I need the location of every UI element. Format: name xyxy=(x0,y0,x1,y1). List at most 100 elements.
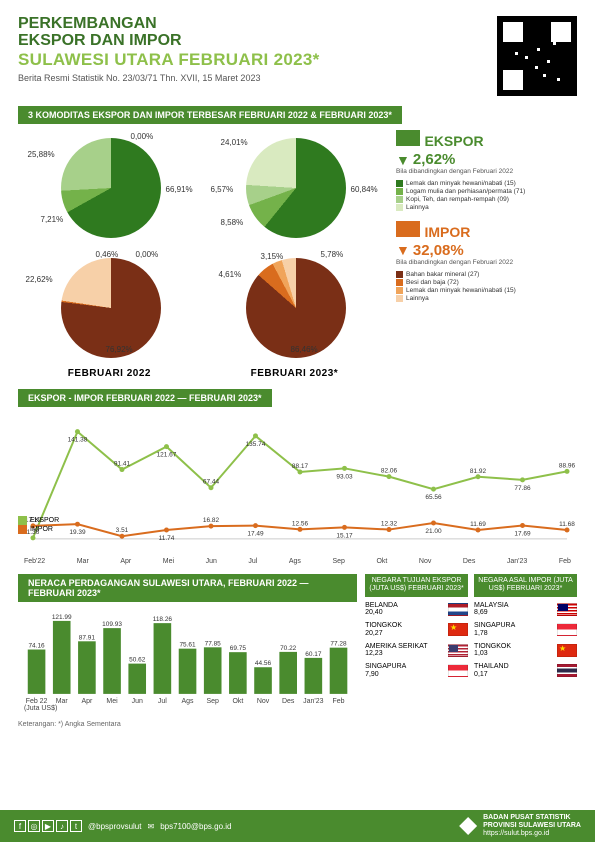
country-item: SINGAPURA7,90 xyxy=(365,663,468,678)
legend-item: Kopi, Teh, dan rempah-rempah (09) xyxy=(396,196,568,203)
svg-text:Apr: Apr xyxy=(81,698,93,705)
legend-text: Logam mulia dan perhiasan/permata (71) xyxy=(406,188,525,195)
x-axis-label: Mar xyxy=(77,558,89,565)
footer: f ◎ ▶ ♪ t @bpsprovsulut ✉ bps7100@bps.go… xyxy=(0,810,595,842)
ekspor-legend: Lemak dan minyak hewani/nabati (15)Logam… xyxy=(396,180,568,211)
country-name: SINGAPURA1,78 xyxy=(474,622,553,637)
footer-org1: BADAN PUSAT STATISTIK xyxy=(483,814,581,822)
x-axis-label: Feb xyxy=(559,558,571,565)
bar-chart: 74.16Feb 22121.99Mar87.91Apr109.93Mei50.… xyxy=(18,602,357,712)
pie-section: 0,00% 25,88% 7,21% 66,91% 24,01% 6,57% 8… xyxy=(18,130,577,379)
legend-item: Lemak dan minyak hewani/nabati (15) xyxy=(396,180,568,187)
svg-text:65.56: 65.56 xyxy=(425,494,442,501)
x-axis-label: Apr xyxy=(120,558,131,565)
legend-swatch xyxy=(396,279,403,286)
legend-text: Lemak dan minyak hewani/nabati (15) xyxy=(406,180,516,187)
svg-text:77.28: 77.28 xyxy=(330,641,347,648)
svg-text:77.86: 77.86 xyxy=(514,485,531,492)
flag-icon xyxy=(557,644,577,657)
section-neraca-title: NERACA PERDAGANGAN SULAWESI UTARA, FEBRU… xyxy=(18,574,357,602)
svg-text:69.75: 69.75 xyxy=(230,645,247,652)
country-name: THAILAND0,17 xyxy=(474,663,553,678)
legend-impor: IMPOR xyxy=(30,526,53,533)
svg-text:16.82: 16.82 xyxy=(203,517,220,524)
svg-text:77.85: 77.85 xyxy=(205,640,222,647)
svg-text:11.74: 11.74 xyxy=(159,535,175,542)
impor-sub: Bila dibandingkan dengan Februari 2022 xyxy=(396,259,568,267)
youtube-icon: ▶ xyxy=(42,820,54,832)
country-value: 8,69 xyxy=(474,609,553,617)
note: Keterangan: *) Angka Sementara xyxy=(18,721,357,728)
x-axis-label: Nov xyxy=(419,558,431,565)
x-axis-label: Jun xyxy=(206,558,217,565)
line-chart: 1.36141.3891.41121.6767.44135.7488.1793.… xyxy=(18,413,577,568)
svg-text:44.56: 44.56 xyxy=(255,660,272,667)
svg-text:91.41: 91.41 xyxy=(114,461,131,468)
svg-text:11.68: 11.68 xyxy=(559,521,575,528)
legend-item: Bahan bakar mineral (27) xyxy=(396,271,568,278)
country-item: SINGAPURA1,78 xyxy=(474,622,577,637)
country-item: MALAYSIA8,69 xyxy=(474,602,577,617)
svg-text:121.67: 121.67 xyxy=(157,452,177,459)
qr-code-icon xyxy=(497,16,577,96)
flag-icon xyxy=(448,603,468,616)
pie-lbl: 0,00% xyxy=(136,250,159,259)
impor-stat: IMPOR ▼32,08% Bila dibandingkan dengan F… xyxy=(396,221,568,302)
ekspor-stat: EKSPOR ▼2,62% Bila dibandingkan dengan F… xyxy=(396,130,568,211)
legend-swatch xyxy=(396,271,403,278)
country-value: 20,27 xyxy=(365,630,444,638)
footer-org2: PROVINSI SULAWESI UTARA xyxy=(483,822,581,830)
section-komoditas-title: 3 KOMODITAS EKSPOR DAN IMPOR TERBESAR FE… xyxy=(18,106,402,124)
svg-text:Des: Des xyxy=(282,698,295,705)
pie-impor-2022: 0,46% 0,00% 22,62% 76,92% xyxy=(26,250,196,370)
svg-text:75.61: 75.61 xyxy=(179,642,196,649)
legend-text: Lainnya xyxy=(406,204,429,211)
x-axis-label: Des xyxy=(463,558,475,565)
x-axis-label: Mei xyxy=(163,558,174,565)
svg-text:21.00: 21.00 xyxy=(425,528,442,535)
ekspor-val: 2,62% xyxy=(413,151,456,168)
legend-swatch xyxy=(396,295,403,302)
country-item: AMERIKA SERIKAT12,23 xyxy=(365,643,468,658)
container-icon xyxy=(396,130,420,146)
pie-lbl: 3,15% xyxy=(261,252,284,261)
svg-text:11.69: 11.69 xyxy=(470,521,486,528)
svg-text:82.06: 82.06 xyxy=(381,468,398,475)
svg-text:121.99: 121.99 xyxy=(52,614,72,621)
country-value: 0,17 xyxy=(474,671,553,679)
country-name: BELANDA20,40 xyxy=(365,602,444,617)
x-axis-label: Feb'22 xyxy=(24,558,45,565)
pie-lbl: 25,88% xyxy=(28,150,55,159)
legend-item: Lainnya xyxy=(396,204,568,211)
flag-icon xyxy=(448,623,468,636)
svg-text:Mar: Mar xyxy=(56,698,69,705)
svg-text:88.17: 88.17 xyxy=(292,463,309,470)
country-item: BELANDA20,40 xyxy=(365,602,468,617)
footer-url: https://sulut.bps.go.id xyxy=(483,830,581,838)
footer-handle: @bpsprovsulut xyxy=(88,822,141,831)
legend-swatch xyxy=(396,196,403,203)
impor-val: 32,08% xyxy=(413,242,464,259)
svg-text:Jan'23: Jan'23 xyxy=(303,698,323,705)
tiktok-icon: ♪ xyxy=(56,820,68,832)
country-value: 1,78 xyxy=(474,630,553,638)
svg-text:87.91: 87.91 xyxy=(79,634,96,641)
country-item: TIONGKOK1,03 xyxy=(474,643,577,658)
svg-text:135.74: 135.74 xyxy=(246,441,266,448)
svg-text:81.92: 81.92 xyxy=(470,468,487,475)
legend-swatch xyxy=(18,516,27,525)
svg-text:3.51: 3.51 xyxy=(116,527,129,534)
ekspor-title: EKSPOR xyxy=(424,133,483,149)
svg-text:74.16: 74.16 xyxy=(28,643,45,650)
flag-icon xyxy=(557,664,577,677)
ekspor-country-hdr: NEGARA TUJUAN EKSPOR (JUTA US$) FEBRUARI… xyxy=(365,574,468,597)
svg-text:Jun: Jun xyxy=(132,698,143,705)
legend-swatch xyxy=(396,180,403,187)
countries: NEGARA TUJUAN EKSPOR (JUTA US$) FEBRUARI… xyxy=(365,574,577,728)
svg-text:17.69: 17.69 xyxy=(514,530,531,537)
legend-text: Lemak dan minyak hewani/nabati (15) xyxy=(406,287,516,294)
pie-lbl: 76,92% xyxy=(106,345,133,354)
svg-text:50.62: 50.62 xyxy=(129,657,146,664)
pie-ekspor-2022: 0,00% 25,88% 7,21% 66,91% xyxy=(26,130,196,250)
legend-text: Lainnya xyxy=(406,295,429,302)
